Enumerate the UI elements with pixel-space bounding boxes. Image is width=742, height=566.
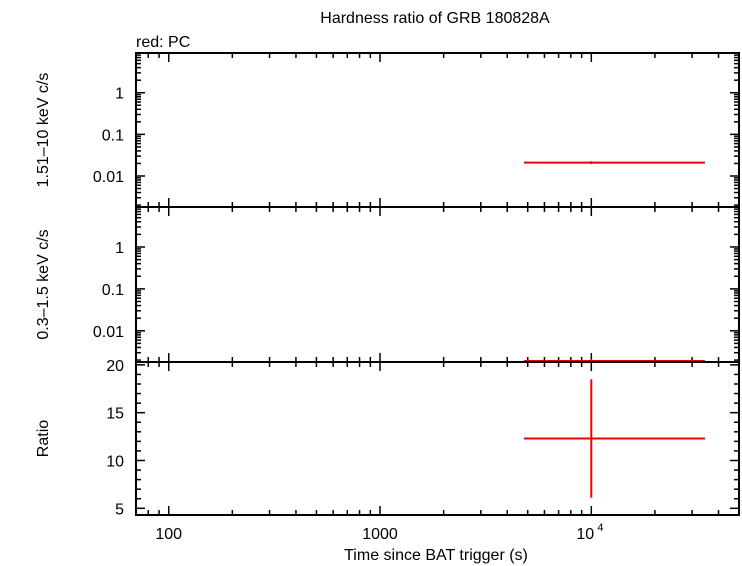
chart-title: Hardness ratio of GRB 180828A	[320, 10, 550, 27]
panel-frame	[135, 52, 740, 208]
y-tick-label: 0.1	[102, 127, 124, 144]
panel-ratio: 5 10 15 20 Ratio	[35, 358, 740, 518]
x-tick-label-exponent: 4	[597, 522, 603, 534]
x-tick-label: 1000	[362, 526, 398, 543]
plot-panels: 1 0.1 0.01 1.51–10 keV c/s 1 0.1 0.01 0.3–1.5 k…	[35, 52, 740, 543]
x-axis-label: Time since BAT trigger (s)	[344, 547, 528, 564]
x-tick-label: 10	[576, 526, 594, 543]
y-tick-label: 15	[106, 406, 124, 423]
y-tick-label: 0.1	[102, 282, 124, 299]
y-axis-label: 1.51–10 keV c/s	[35, 73, 52, 188]
y-tick-label: 0.01	[93, 324, 124, 341]
panel-frame	[135, 361, 740, 516]
y-tick-label: 0.01	[93, 169, 124, 186]
y-axis-label: 0.3–1.5 keV c/s	[35, 229, 52, 339]
panel-hard: 1 0.1 0.01 1.51–10 keV c/s	[35, 52, 740, 208]
y-tick-label: 10	[106, 453, 124, 470]
x-tick-label: 100	[155, 526, 182, 543]
chart-subtitle: red: PC	[136, 34, 190, 51]
panel-soft: 1 0.1 0.01 0.3–1.5 keV c/s	[35, 206, 740, 363]
y-tick-label: 1	[115, 240, 124, 257]
y-tick-label: 5	[115, 501, 124, 518]
y-axis-label: Ratio	[35, 420, 52, 457]
y-tick-label: 20	[106, 358, 124, 375]
panel-frame	[135, 206, 740, 363]
y-tick-label: 1	[115, 86, 124, 103]
